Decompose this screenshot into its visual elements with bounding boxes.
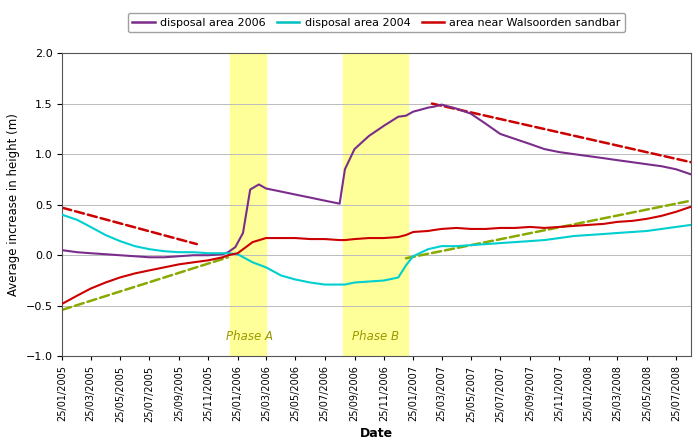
Legend: disposal area 2006, disposal area 2004, area near Walsoorden sandbar: disposal area 2006, disposal area 2004, … bbox=[128, 13, 625, 32]
Text: Phase A: Phase A bbox=[225, 330, 273, 343]
Y-axis label: Average increase in height (m): Average increase in height (m) bbox=[7, 113, 20, 296]
X-axis label: Date: Date bbox=[360, 427, 393, 440]
Text: Phase B: Phase B bbox=[352, 330, 399, 343]
Bar bbox=[343, 53, 408, 356]
Bar bbox=[230, 53, 266, 356]
